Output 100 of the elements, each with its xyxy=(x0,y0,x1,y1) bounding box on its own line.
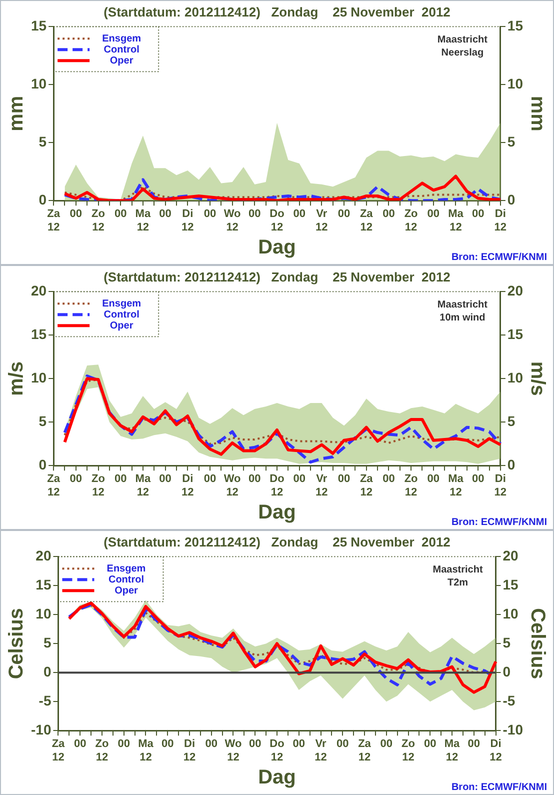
legend-label: Ensgem xyxy=(102,298,142,310)
y2-tick-label: 10 xyxy=(502,605,519,622)
x-tick-label: Do 12 xyxy=(270,738,285,764)
x-tick-label: Do 12 xyxy=(270,473,285,498)
x-tick-label: Zo 12 xyxy=(92,208,106,234)
y2-tick-label: 0 xyxy=(507,456,516,472)
y-tick-label: 0 xyxy=(38,191,47,208)
x-tick-label: Za 12 xyxy=(47,208,61,234)
x-tick-label: Ma 12 xyxy=(444,738,461,764)
annotation: Maastricht xyxy=(432,564,484,576)
annotation: Neerslag xyxy=(441,47,484,58)
x-tick-label: Ma 12 xyxy=(448,473,464,498)
x-tick-label: 00 xyxy=(114,208,127,220)
y-tick-label: 15 xyxy=(30,326,47,342)
y-tick-label: -10 xyxy=(31,721,52,738)
x-tick-label: Di 12 xyxy=(494,473,507,498)
y-tick-label: 0 xyxy=(43,663,52,680)
x-tick-label: Za 12 xyxy=(47,473,61,498)
y2-tick-label: 0 xyxy=(507,191,516,208)
x-tick-label: 00 xyxy=(159,208,172,220)
text: Bron: ECMWF/KNMI xyxy=(451,252,548,263)
y2-tick-label: 15 xyxy=(507,326,524,342)
x-tick-label: Za 12 xyxy=(358,738,372,764)
x-tick-label: 00 xyxy=(427,208,440,220)
y-axis-title: Celsius xyxy=(6,608,28,680)
x-tick-label: 00 xyxy=(338,473,350,486)
x-tick-label: 00 xyxy=(424,738,436,750)
x-tick-label: 00 xyxy=(382,208,395,220)
text: Bron: ECMWF/KNMI xyxy=(451,516,548,528)
chart-title: (Startdatum: 2012112412) Zondag 25 November 2012 xyxy=(104,269,450,284)
x-tick-label: Vr 12 xyxy=(316,208,328,234)
y2-tick-label: 10 xyxy=(507,369,524,386)
x-tick-label: 00 xyxy=(382,473,395,486)
x-tick-label: Ma 12 xyxy=(135,208,152,234)
x-tick-label: Wo 12 xyxy=(224,208,242,234)
y-tick-label: 10 xyxy=(36,605,52,622)
x-tick-label: 00 xyxy=(74,738,86,750)
x-tick-label: 00 xyxy=(468,738,480,750)
y-tick-label: 5 xyxy=(38,412,47,429)
legend-label: Oper xyxy=(110,55,134,66)
x-tick-label: Zo 12 xyxy=(404,208,418,234)
legend-label: Control xyxy=(104,44,140,56)
legend-label: Oper xyxy=(114,585,138,596)
y-tick-label: 15 xyxy=(30,17,47,34)
y-tick-label: 10 xyxy=(30,369,47,386)
legend-label: Ensgem xyxy=(102,33,142,44)
y2-tick-label: 5 xyxy=(502,634,511,650)
x-tick-label: 00 xyxy=(338,208,350,220)
y2-tick-label: 20 xyxy=(502,547,519,564)
x-tick-label: Ma 12 xyxy=(135,473,152,498)
annotation: 10m wind xyxy=(440,312,486,324)
x-tick-label: Za 12 xyxy=(52,738,66,764)
chart-title: (Startdatum: 2012112412) Zondag 25 November 2012 xyxy=(104,534,450,550)
x-tick-label: Za 12 xyxy=(360,473,374,498)
x-tick-label: Zo 12 xyxy=(404,473,418,498)
x-tick-label: 00 xyxy=(70,208,82,220)
y2-axis-title: mm xyxy=(526,96,548,132)
x-tick-label: 00 xyxy=(159,473,172,486)
legend-label: Control xyxy=(108,574,144,586)
x-tick-label: Wo 12 xyxy=(224,738,242,764)
x-tick-label: Zo 12 xyxy=(95,738,109,764)
x-tick-label: 00 xyxy=(292,738,305,750)
y-tick-label: 5 xyxy=(43,634,52,650)
x-tick-label: Di 12 xyxy=(183,738,196,764)
x-tick-label: 00 xyxy=(427,473,440,486)
x-tick-label: Do 12 xyxy=(270,208,285,234)
x-tick-label: Vr 12 xyxy=(316,473,328,498)
x-axis-title: Dag xyxy=(258,502,296,524)
y-tick-label: 5 xyxy=(38,133,47,150)
x-tick-label: Ma 12 xyxy=(138,738,154,764)
y2-axis-title: Celsius xyxy=(526,608,548,680)
y2-tick-label: 0 xyxy=(502,663,511,680)
y2-tick-label: 10 xyxy=(507,75,524,92)
x-tick-label: Di 12 xyxy=(494,208,507,234)
x-tick-label: 00 xyxy=(161,738,174,750)
x-tick-label: Za 12 xyxy=(360,208,374,234)
annotation: T2m xyxy=(447,577,468,588)
x-tick-label: 00 xyxy=(293,208,306,220)
x-tick-label: 00 xyxy=(248,208,261,220)
x-tick-label: 00 xyxy=(204,473,216,486)
x-tick-label: Vr 12 xyxy=(314,738,327,764)
legend-label: Oper xyxy=(110,320,134,332)
x-axis-title: Dag xyxy=(258,766,296,789)
x-tick-label: 00 xyxy=(248,473,261,486)
y2-axis-title: m/s xyxy=(526,361,548,396)
y-tick-label: 20 xyxy=(36,547,52,564)
y-tick-label: 15 xyxy=(36,576,52,592)
y-tick-label: 10 xyxy=(30,75,47,92)
x-tick-label: Zo 12 xyxy=(92,473,106,498)
annotation: Maastricht xyxy=(437,299,488,310)
x-tick-label: 00 xyxy=(249,738,262,750)
y-axis-title: mm xyxy=(6,96,28,132)
annotation: Maastricht xyxy=(437,34,488,46)
x-tick-label: Di 12 xyxy=(182,473,194,498)
x-tick-label: Di 12 xyxy=(490,738,502,764)
x-tick-label: 00 xyxy=(204,208,216,220)
x-tick-label: 00 xyxy=(336,738,349,750)
y2-tick-label: 15 xyxy=(507,17,524,34)
x-tick-label: 00 xyxy=(118,738,130,750)
y2-tick-label: 20 xyxy=(507,282,524,298)
